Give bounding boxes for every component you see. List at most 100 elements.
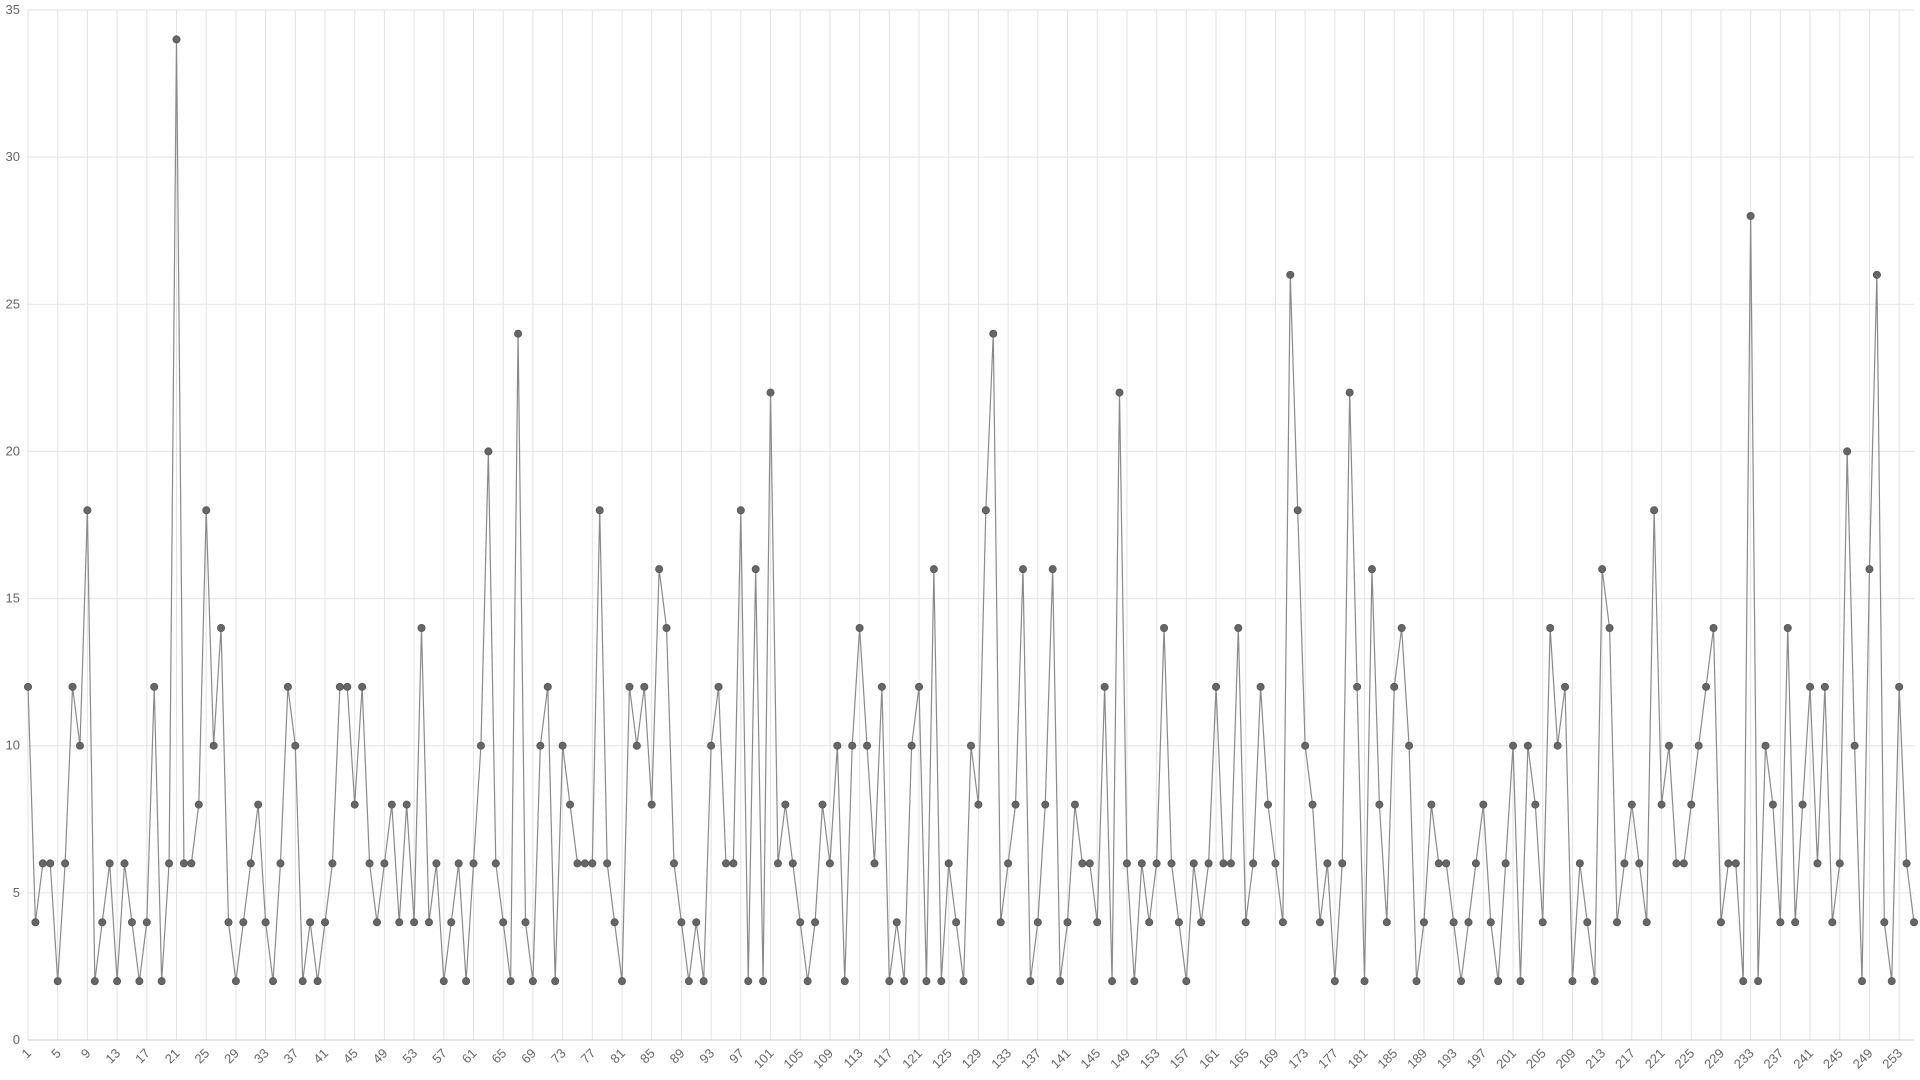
x-tick-label: 97 <box>726 1046 747 1067</box>
data-point <box>402 800 411 809</box>
y-tick-label: 15 <box>6 591 20 606</box>
y-tick-label: 25 <box>6 296 20 311</box>
x-tick-label: 153 <box>1137 1046 1163 1072</box>
data-point <box>217 624 226 633</box>
data-point <box>491 859 500 868</box>
data-point <box>929 565 938 574</box>
data-point <box>1353 682 1362 691</box>
data-point <box>53 977 62 986</box>
data-point <box>825 859 834 868</box>
data-point <box>1850 741 1859 750</box>
data-point <box>1828 918 1837 927</box>
data-point <box>558 741 567 750</box>
data-point <box>1835 859 1844 868</box>
data-point <box>1724 859 1733 868</box>
y-tick-label: 20 <box>6 443 20 458</box>
data-point <box>261 918 270 927</box>
data-point <box>313 977 322 986</box>
data-point <box>855 624 864 633</box>
data-point <box>432 859 441 868</box>
data-point <box>1479 800 1488 809</box>
data-point <box>172 35 181 44</box>
x-tick-label: 1 <box>18 1046 34 1062</box>
data-point <box>46 859 55 868</box>
data-point <box>1672 859 1681 868</box>
data-point <box>276 859 285 868</box>
data-line <box>27 39 1915 982</box>
y-tick-label: 35 <box>6 2 20 17</box>
data-point <box>981 506 990 515</box>
x-tick-label: 169 <box>1256 1046 1282 1072</box>
data-point <box>150 682 159 691</box>
data-point <box>1583 918 1592 927</box>
data-point <box>803 977 812 986</box>
data-point <box>1457 977 1466 986</box>
x-tick-label: 145 <box>1077 1046 1103 1072</box>
data-point <box>246 859 255 868</box>
data-point <box>536 741 545 750</box>
data-point <box>1761 741 1770 750</box>
data-point <box>521 918 530 927</box>
data-point <box>61 859 70 868</box>
y-tick-label: 30 <box>6 149 20 164</box>
data-point <box>1776 918 1785 927</box>
data-point <box>1754 977 1763 986</box>
x-tick-label: 237 <box>1761 1046 1787 1072</box>
data-point <box>877 682 886 691</box>
data-point <box>1174 918 1183 927</box>
data-point <box>967 741 976 750</box>
data-point <box>662 624 671 633</box>
data-point <box>1249 859 1258 868</box>
data-point <box>1078 859 1087 868</box>
data-point <box>1820 682 1829 691</box>
data-point <box>424 918 433 927</box>
data-point <box>1070 800 1079 809</box>
data-point <box>83 506 92 515</box>
data-point <box>231 977 240 986</box>
data-point <box>937 977 946 986</box>
x-tick-label: 173 <box>1285 1046 1311 1072</box>
y-tick-label: 5 <box>13 885 20 900</box>
data-point <box>1018 565 1027 574</box>
data-point <box>1813 859 1822 868</box>
data-point <box>1033 918 1042 927</box>
data-point <box>1657 800 1666 809</box>
data-point <box>840 977 849 986</box>
data-point <box>1345 388 1354 397</box>
data-point <box>1798 800 1807 809</box>
data-point <box>283 682 292 691</box>
data-point <box>1464 918 1473 927</box>
data-point <box>1145 918 1154 927</box>
data-point <box>1679 859 1688 868</box>
data-point <box>127 918 136 927</box>
data-point <box>655 565 664 574</box>
data-point <box>1130 977 1139 986</box>
data-point <box>907 741 916 750</box>
data-point <box>1308 800 1317 809</box>
data-point <box>744 977 753 986</box>
data-point <box>1182 977 1191 986</box>
data-point <box>1702 682 1711 691</box>
data-point <box>105 859 114 868</box>
data-point <box>647 800 656 809</box>
data-point <box>90 977 99 986</box>
x-tick-label: 61 <box>459 1046 480 1067</box>
data-point <box>1486 918 1495 927</box>
data-point <box>1360 977 1369 986</box>
data-point <box>714 682 723 691</box>
data-point <box>506 977 515 986</box>
x-tick-label: 177 <box>1315 1046 1341 1072</box>
data-point <box>1590 977 1599 986</box>
x-tick-label: 137 <box>1018 1046 1044 1072</box>
data-point <box>1189 859 1198 868</box>
data-point <box>358 682 367 691</box>
data-point <box>1739 977 1748 986</box>
data-point <box>447 918 456 927</box>
data-point <box>1204 859 1213 868</box>
x-tick-label: 113 <box>840 1046 865 1071</box>
data-point <box>1048 565 1057 574</box>
data-point <box>551 977 560 986</box>
data-point <box>1902 859 1911 868</box>
data-point <box>796 918 805 927</box>
